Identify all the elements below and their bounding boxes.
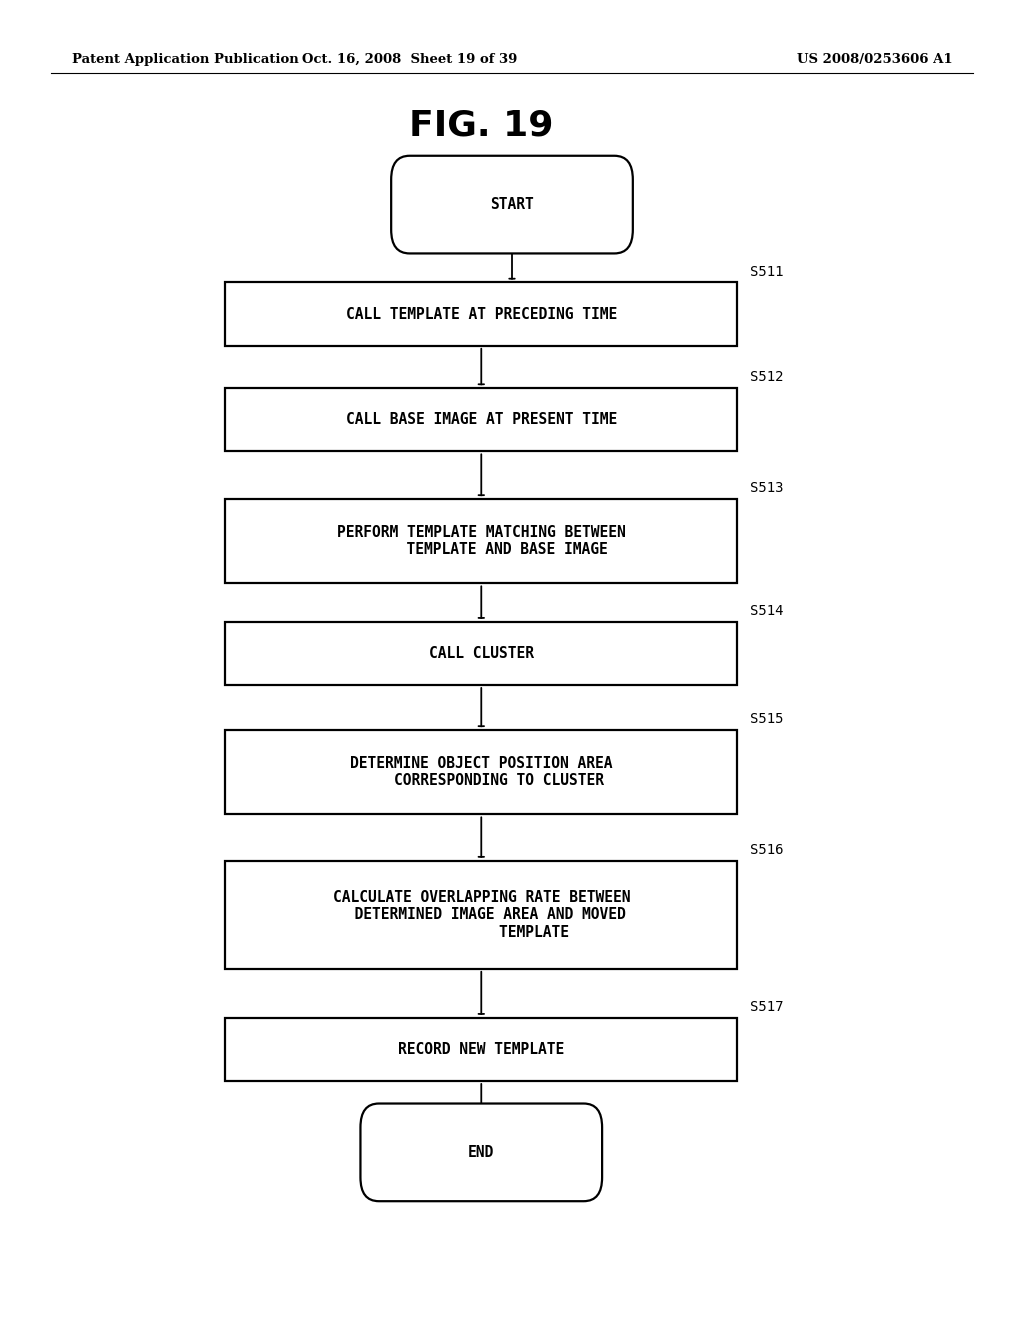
Text: DETERMINE OBJECT POSITION AREA
    CORRESPONDING TO CLUSTER: DETERMINE OBJECT POSITION AREA CORRESPON… <box>350 756 612 788</box>
FancyBboxPatch shape <box>391 156 633 253</box>
Text: S513: S513 <box>750 480 783 495</box>
Text: CALCULATE OVERLAPPING RATE BETWEEN
  DETERMINED IMAGE AREA AND MOVED
           : CALCULATE OVERLAPPING RATE BETWEEN DETER… <box>333 890 630 940</box>
Text: S511: S511 <box>750 264 783 279</box>
Text: CALL CLUSTER: CALL CLUSTER <box>429 645 534 661</box>
Text: START: START <box>490 197 534 213</box>
Bar <box>225 1018 737 1081</box>
Bar <box>225 730 737 814</box>
Text: S512: S512 <box>750 370 783 384</box>
Text: S517: S517 <box>750 999 783 1014</box>
Text: S514: S514 <box>750 603 783 618</box>
Bar <box>225 282 737 346</box>
FancyBboxPatch shape <box>360 1104 602 1201</box>
Text: S516: S516 <box>750 842 783 857</box>
Text: S515: S515 <box>750 711 783 726</box>
Bar <box>225 861 737 969</box>
Text: FIG. 19: FIG. 19 <box>409 108 554 143</box>
Text: Patent Application Publication: Patent Application Publication <box>72 53 298 66</box>
Bar <box>225 388 737 451</box>
Bar <box>225 499 737 583</box>
Text: PERFORM TEMPLATE MATCHING BETWEEN
      TEMPLATE AND BASE IMAGE: PERFORM TEMPLATE MATCHING BETWEEN TEMPLA… <box>337 525 626 557</box>
Text: US 2008/0253606 A1: US 2008/0253606 A1 <box>797 53 952 66</box>
Text: CALL BASE IMAGE AT PRESENT TIME: CALL BASE IMAGE AT PRESENT TIME <box>346 412 616 428</box>
Bar <box>225 622 737 685</box>
Text: END: END <box>468 1144 495 1160</box>
Text: CALL TEMPLATE AT PRECEDING TIME: CALL TEMPLATE AT PRECEDING TIME <box>346 306 616 322</box>
Text: RECORD NEW TEMPLATE: RECORD NEW TEMPLATE <box>398 1041 564 1057</box>
Text: Oct. 16, 2008  Sheet 19 of 39: Oct. 16, 2008 Sheet 19 of 39 <box>302 53 517 66</box>
